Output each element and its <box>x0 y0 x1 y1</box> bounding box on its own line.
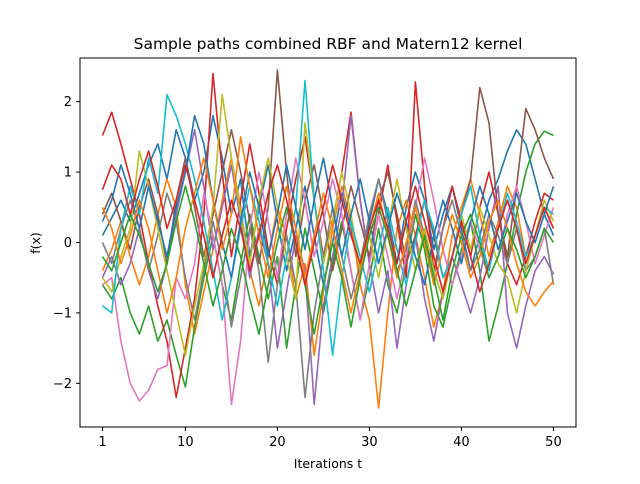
y-axis: −2 −1 0 1 2 <box>53 95 80 392</box>
series-line <box>101 93 555 357</box>
x-tick-label: 50 <box>545 435 562 450</box>
y-tick-label: −1 <box>53 306 72 321</box>
x-axis: 1 10 20 30 40 50 <box>98 427 562 450</box>
series-line <box>102 157 555 406</box>
chart-title: Sample paths combined RBF and Matern12 k… <box>134 35 523 53</box>
y-axis-title: f(x) <box>28 232 43 254</box>
x-axis-title: Iterations t <box>294 456 363 471</box>
y-tick-label: 1 <box>64 166 72 181</box>
y-tick-label: −2 <box>53 377 72 392</box>
series-line <box>101 136 555 314</box>
series-line <box>101 185 555 335</box>
x-tick-label: 30 <box>361 435 378 450</box>
series-line <box>101 150 555 293</box>
series-line <box>102 79 554 357</box>
y-tick-label: 0 <box>64 236 72 251</box>
y-tick-label: 2 <box>64 95 72 110</box>
series-line <box>101 178 555 399</box>
series-group <box>101 69 555 409</box>
x-tick-label: 1 <box>98 435 106 450</box>
x-tick-label: 20 <box>269 435 286 450</box>
x-tick-label: 40 <box>453 435 470 450</box>
x-tick-label: 10 <box>177 435 194 450</box>
series-line <box>101 130 554 388</box>
